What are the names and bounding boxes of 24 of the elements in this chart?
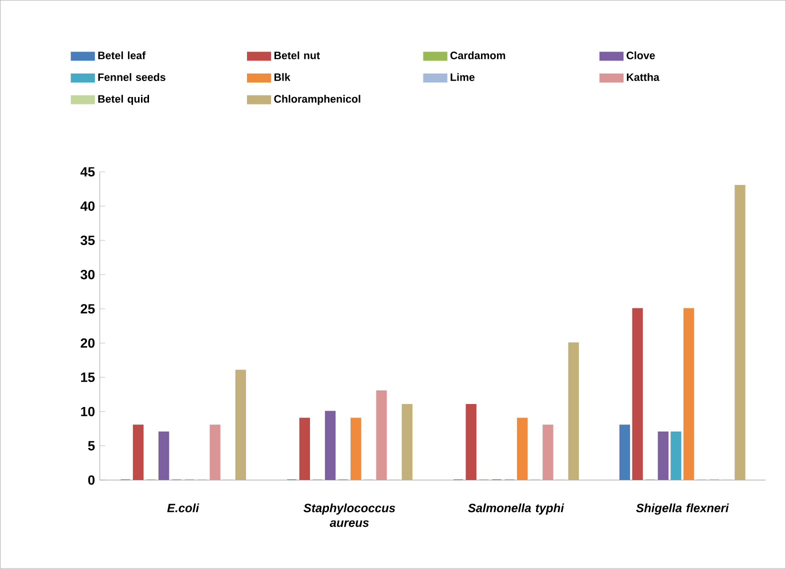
y-tick-label: 35 bbox=[80, 236, 95, 246]
legend-label: Chloramphenicol bbox=[274, 94, 360, 105]
legend-label: Betel leaf bbox=[98, 51, 146, 60]
x-tick-label: Salmonella typhi bbox=[468, 504, 564, 515]
y-tick-label: 45 bbox=[80, 167, 95, 177]
x-tick-label: Staphylococcus aureus bbox=[304, 504, 396, 528]
x-tick-label: E.coli bbox=[167, 504, 200, 512]
legend-label: Clove bbox=[626, 51, 655, 60]
legend-label: Fennel seeds bbox=[98, 73, 166, 82]
legend-label: Lime bbox=[450, 73, 475, 82]
legend-label: Blk bbox=[274, 73, 290, 81]
x-tick-label: Shigella flexneri bbox=[636, 504, 729, 515]
legend-label: Cardamom bbox=[450, 51, 506, 60]
y-tick-label: 5 bbox=[88, 441, 95, 451]
legend-label: Betel nut bbox=[274, 51, 320, 60]
y-tick-label: 30 bbox=[80, 270, 95, 280]
y-tick-label: 10 bbox=[81, 406, 95, 416]
legend-label: Betel quid bbox=[98, 94, 150, 105]
y-tick-label: 40 bbox=[80, 201, 95, 211]
y-tick-label: 0 bbox=[88, 475, 95, 485]
y-tick-label: 20 bbox=[80, 338, 95, 348]
y-tick-label: 25 bbox=[80, 304, 95, 314]
y-tick-label: 15 bbox=[81, 372, 95, 382]
legend-label: Kattha bbox=[626, 73, 660, 82]
